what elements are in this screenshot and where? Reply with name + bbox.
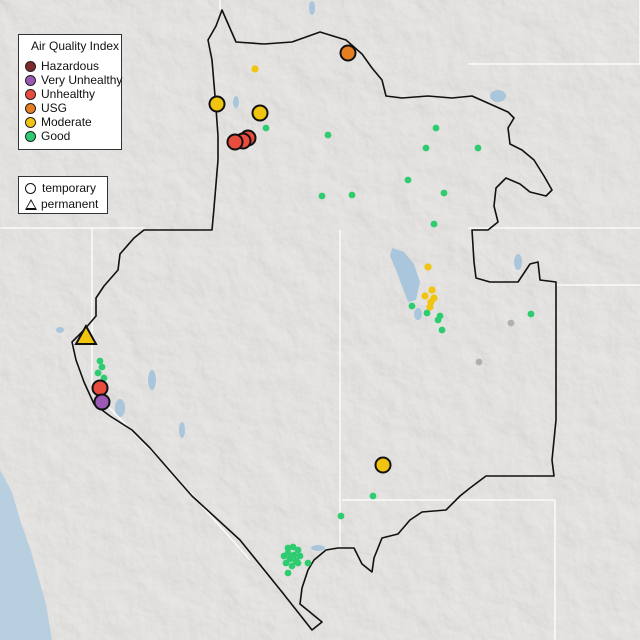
pyramid-lake <box>148 370 156 390</box>
good-monitor[interactable] <box>440 189 448 197</box>
lake-mead <box>311 545 325 551</box>
moderate-monitor[interactable] <box>430 294 438 302</box>
legend-title: Air Quality Index <box>31 39 120 53</box>
usg-swatch <box>25 102 36 114</box>
good-monitor[interactable] <box>289 543 297 551</box>
legend-item-very-unhealthy: Very Unhealthy <box>25 73 122 87</box>
moderate-monitor[interactable] <box>374 456 392 474</box>
triangle-icon <box>25 198 37 210</box>
good-monitor[interactable] <box>294 559 302 567</box>
good-monitor[interactable] <box>296 552 304 560</box>
good-monitor[interactable] <box>262 124 270 132</box>
hazardous-swatch <box>25 60 36 72</box>
legend-item-moderate: Moderate <box>25 115 92 129</box>
good-monitor[interactable] <box>98 363 106 371</box>
good-monitor[interactable] <box>348 191 356 199</box>
circle-icon <box>25 182 36 194</box>
good-monitor[interactable] <box>438 326 446 334</box>
nodata-monitor[interactable] <box>507 319 515 327</box>
utah-lake <box>414 308 422 320</box>
good-monitor[interactable] <box>100 374 108 382</box>
bear-lake <box>514 254 522 270</box>
great-salt-lake <box>390 248 420 302</box>
usg-monitor[interactable] <box>339 44 357 62</box>
legend-label: permanent <box>41 197 99 211</box>
good-monitor[interactable] <box>404 176 412 184</box>
good-monitor[interactable] <box>284 569 292 577</box>
region-boundary <box>71 9 557 631</box>
unhealthy-swatch <box>25 88 36 100</box>
moderate-monitor[interactable] <box>421 292 429 300</box>
moderate-monitor[interactable] <box>426 303 434 311</box>
permanent-monitor-moderate[interactable] <box>74 323 98 345</box>
legend-label: Hazardous <box>41 59 100 73</box>
pacific-ocean <box>0 470 52 640</box>
good-monitor[interactable] <box>94 369 102 377</box>
good-swatch <box>25 130 36 142</box>
good-monitors <box>94 124 535 577</box>
nodata-monitor[interactable] <box>475 358 483 366</box>
good-monitor[interactable] <box>430 220 438 228</box>
legend-item-good: Good <box>25 129 70 143</box>
very-unhealthy-swatch <box>25 74 36 86</box>
good-monitor[interactable] <box>282 559 290 567</box>
moderate-monitor[interactable] <box>424 263 432 271</box>
moderate-monitor[interactable] <box>208 95 226 113</box>
good-monitor[interactable] <box>432 124 440 132</box>
monitor-type-legend: temporary permanent <box>18 176 108 214</box>
good-monitor[interactable] <box>324 131 332 139</box>
legend-label: Good <box>41 129 71 143</box>
unhealthy-monitor[interactable] <box>91 379 109 397</box>
good-monitor[interactable] <box>288 562 296 570</box>
no-data-monitors <box>475 319 515 366</box>
moderate-monitor[interactable] <box>428 286 436 294</box>
good-monitor[interactable] <box>474 144 482 152</box>
legend-label: Unhealthy <box>41 87 96 101</box>
legend-label: USG <box>41 101 68 115</box>
shasta-lake <box>56 327 64 333</box>
lakes <box>56 1 522 551</box>
good-monitor[interactable] <box>280 552 288 560</box>
unhealthy-monitor[interactable] <box>226 133 244 151</box>
walker-lake <box>179 422 185 438</box>
legend-item-hazardous: Hazardous <box>25 59 99 73</box>
yellowstone-lake <box>490 90 506 102</box>
good-monitor[interactable] <box>337 512 345 520</box>
aqi-legend: Air Quality Index Hazardous Very Unhealt… <box>18 34 122 150</box>
legend-item-unhealthy: Unhealthy <box>25 87 95 101</box>
moderate-small-monitors <box>251 65 438 311</box>
legend-label: temporary <box>42 181 97 195</box>
legend-label: Moderate <box>41 115 92 129</box>
legend-item-permanent: permanent <box>25 197 98 211</box>
temporary-monitors <box>91 44 392 474</box>
good-monitor[interactable] <box>408 302 416 310</box>
good-monitor[interactable] <box>304 559 312 567</box>
legend-label: Very Unhealthy <box>41 73 123 87</box>
good-monitor[interactable] <box>434 316 442 324</box>
good-monitor[interactable] <box>369 492 377 500</box>
good-monitor[interactable] <box>96 357 104 365</box>
flathead-lake <box>309 1 315 15</box>
good-monitor[interactable] <box>294 546 302 554</box>
good-monitor[interactable] <box>422 144 430 152</box>
moderate-swatch <box>25 116 36 128</box>
good-monitor[interactable] <box>423 309 431 317</box>
cascade-reservoir <box>233 96 239 108</box>
very-unhealthy-monitor[interactable] <box>93 393 111 411</box>
good-monitor[interactable] <box>318 192 326 200</box>
legend-item-temporary: temporary <box>25 181 96 195</box>
moderate-monitor[interactable] <box>251 65 259 73</box>
good-monitor[interactable] <box>527 310 535 318</box>
moderate-monitor[interactable] <box>251 104 269 122</box>
legend-item-usg: USG <box>25 101 67 115</box>
lake-tahoe <box>115 399 125 417</box>
